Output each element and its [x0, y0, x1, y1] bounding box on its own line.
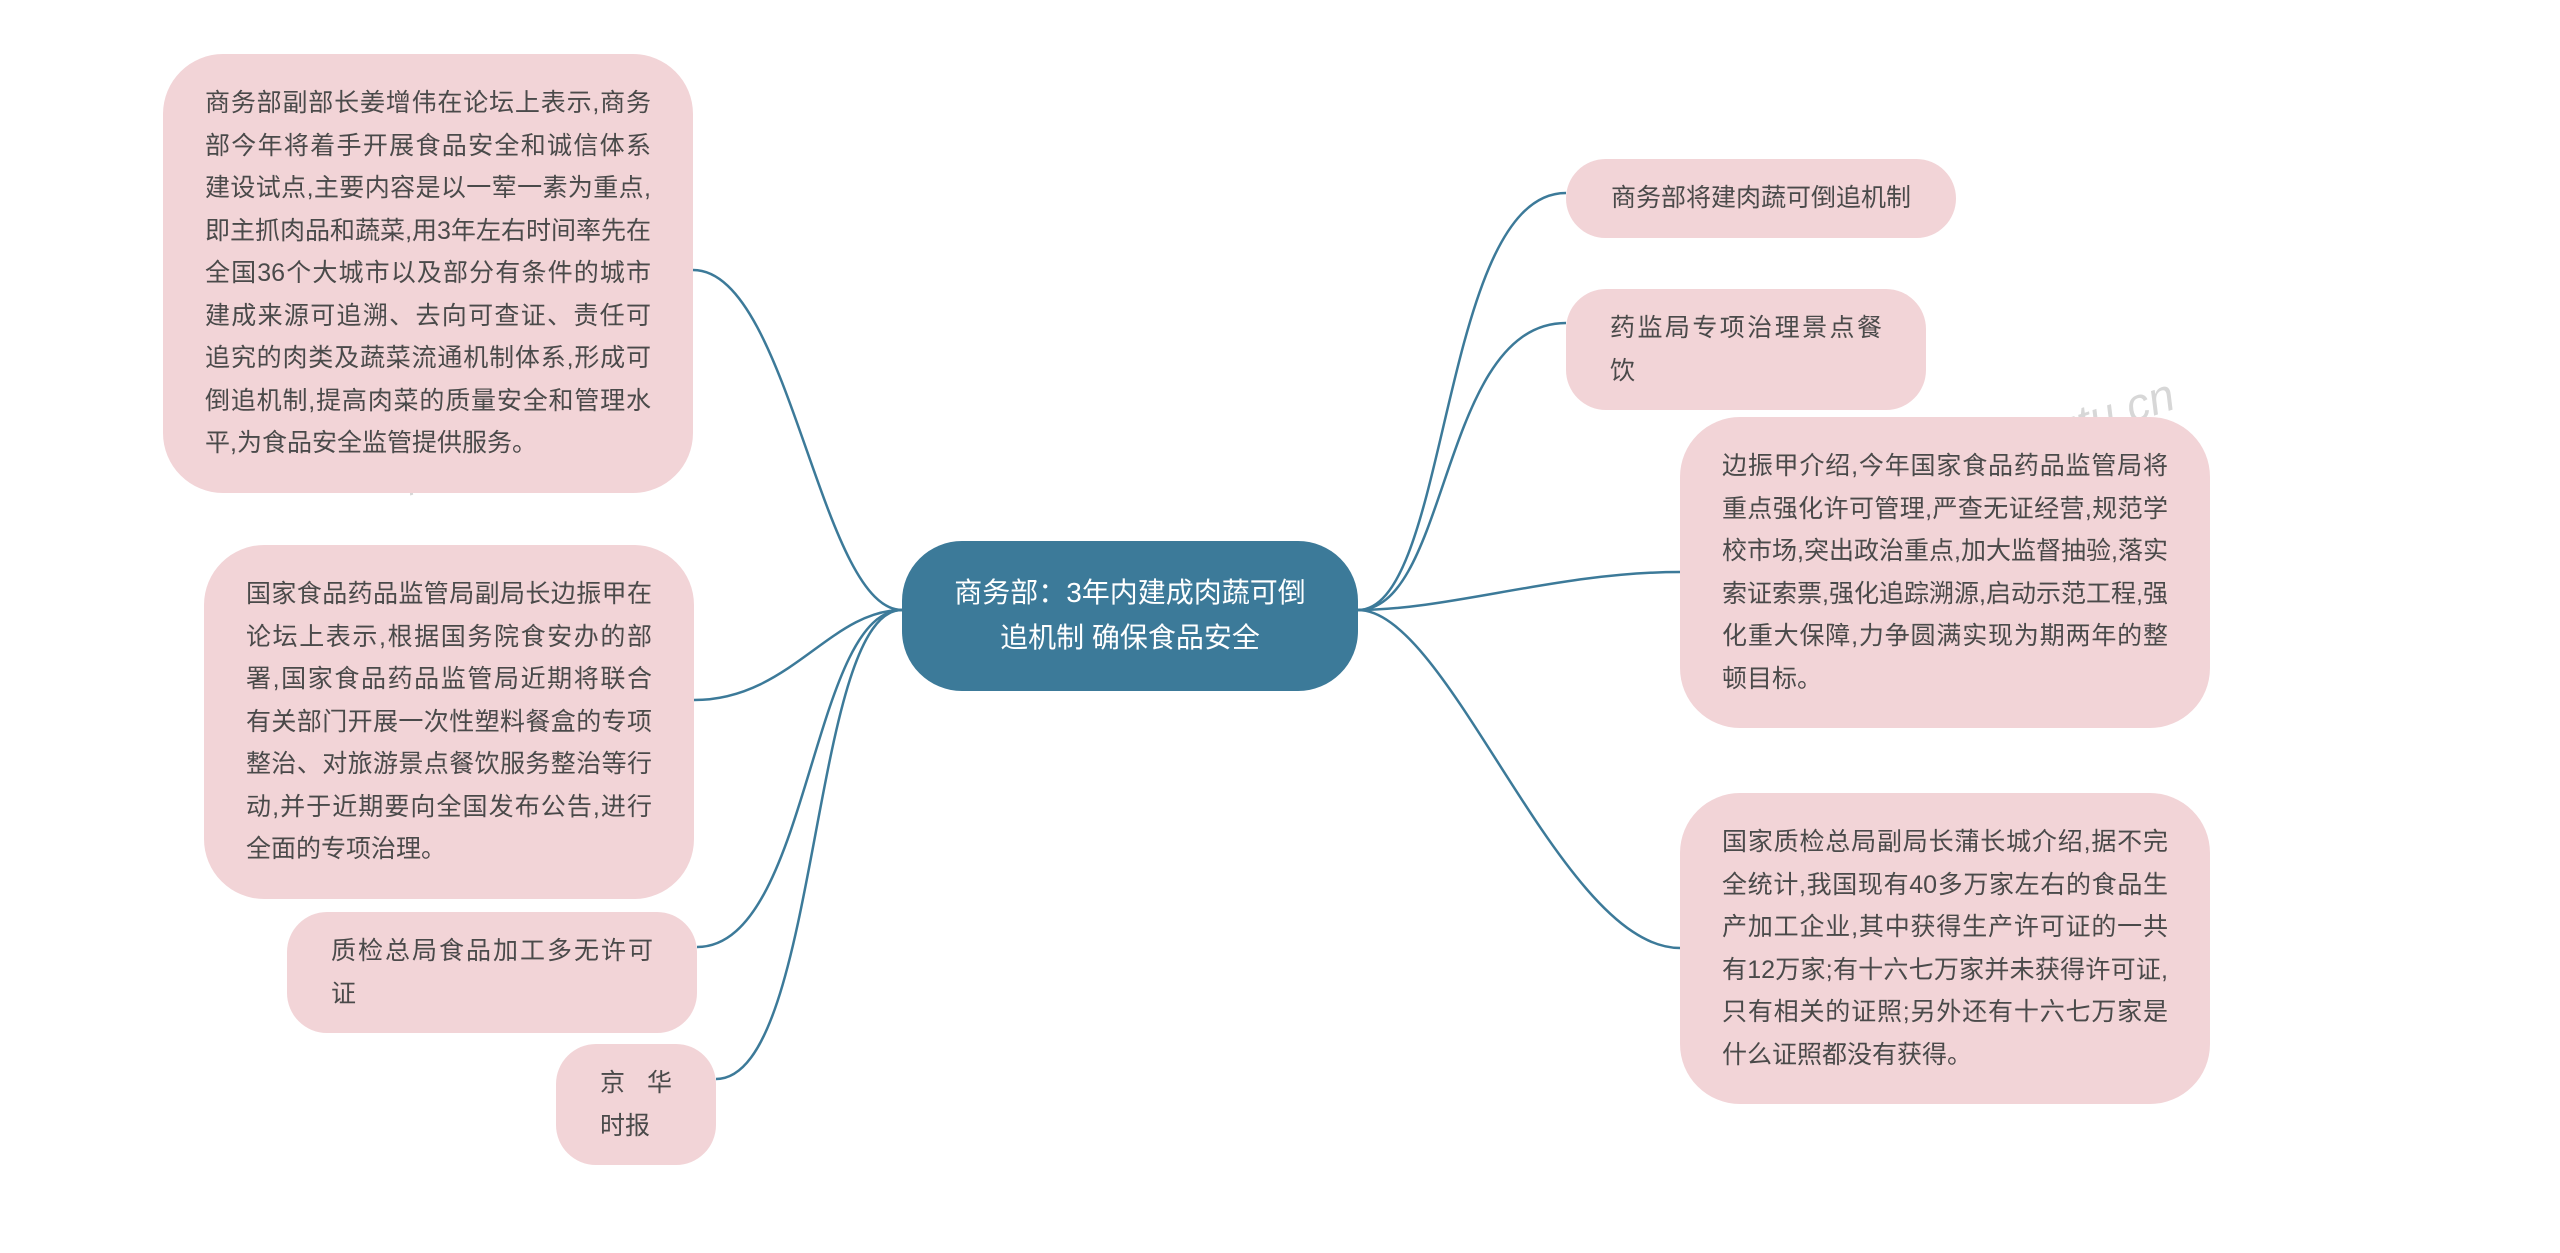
edge: [1358, 193, 1566, 610]
left-node-2[interactable]: 国家食品药品监管局副局长边振甲在论坛上表示,根据国务院食安办的部署,国家食品药品…: [204, 545, 694, 899]
center-node[interactable]: 商务部：3年内建成肉蔬可倒追机制 确保食品安全: [902, 541, 1358, 691]
mindmap-canvas: 树图 shutu.cn 树图 shutu.cn 商务部：3年内建成肉蔬可倒追机制…: [0, 0, 2560, 1253]
center-node-text: 商务部：3年内建成肉蔬可倒追机制 确保食品安全: [944, 571, 1316, 661]
edge: [693, 270, 902, 610]
edge: [1358, 572, 1680, 610]
left-node-4-text: 京华时报: [600, 1062, 672, 1147]
left-node-1-text: 商务部副部长姜增伟在论坛上表示,商务部今年将着手开展食品安全和诚信体系建设试点,…: [205, 82, 651, 465]
edge: [694, 610, 902, 700]
edge: [1358, 323, 1566, 610]
right-node-1-text: 商务部将建肉蔬可倒追机制: [1611, 177, 1911, 220]
right-node-2-text: 药监局专项治理景点餐饮: [1610, 307, 1882, 392]
edge: [697, 610, 902, 947]
right-node-2[interactable]: 药监局专项治理景点餐饮: [1566, 289, 1926, 410]
right-node-3-text: 边振甲介绍,今年国家食品药品监管局将重点强化许可管理,严查无证经营,规范学校市场…: [1722, 445, 2168, 700]
left-node-4[interactable]: 京华时报: [556, 1044, 716, 1165]
edge: [716, 610, 902, 1079]
left-node-3-text: 质检总局食品加工多无许可证: [331, 930, 653, 1015]
edge: [1358, 610, 1680, 948]
left-node-2-text: 国家食品药品监管局副局长边振甲在论坛上表示,根据国务院食安办的部署,国家食品药品…: [246, 573, 652, 871]
left-node-3[interactable]: 质检总局食品加工多无许可证: [287, 912, 697, 1033]
left-node-1[interactable]: 商务部副部长姜增伟在论坛上表示,商务部今年将着手开展食品安全和诚信体系建设试点,…: [163, 54, 693, 493]
right-node-3[interactable]: 边振甲介绍,今年国家食品药品监管局将重点强化许可管理,严查无证经营,规范学校市场…: [1680, 417, 2210, 728]
right-node-4[interactable]: 国家质检总局副局长蒲长城介绍,据不完全统计,我国现有40多万家左右的食品生产加工…: [1680, 793, 2210, 1104]
right-node-4-text: 国家质检总局副局长蒲长城介绍,据不完全统计,我国现有40多万家左右的食品生产加工…: [1722, 821, 2168, 1076]
right-node-1[interactable]: 商务部将建肉蔬可倒追机制: [1566, 159, 1956, 238]
